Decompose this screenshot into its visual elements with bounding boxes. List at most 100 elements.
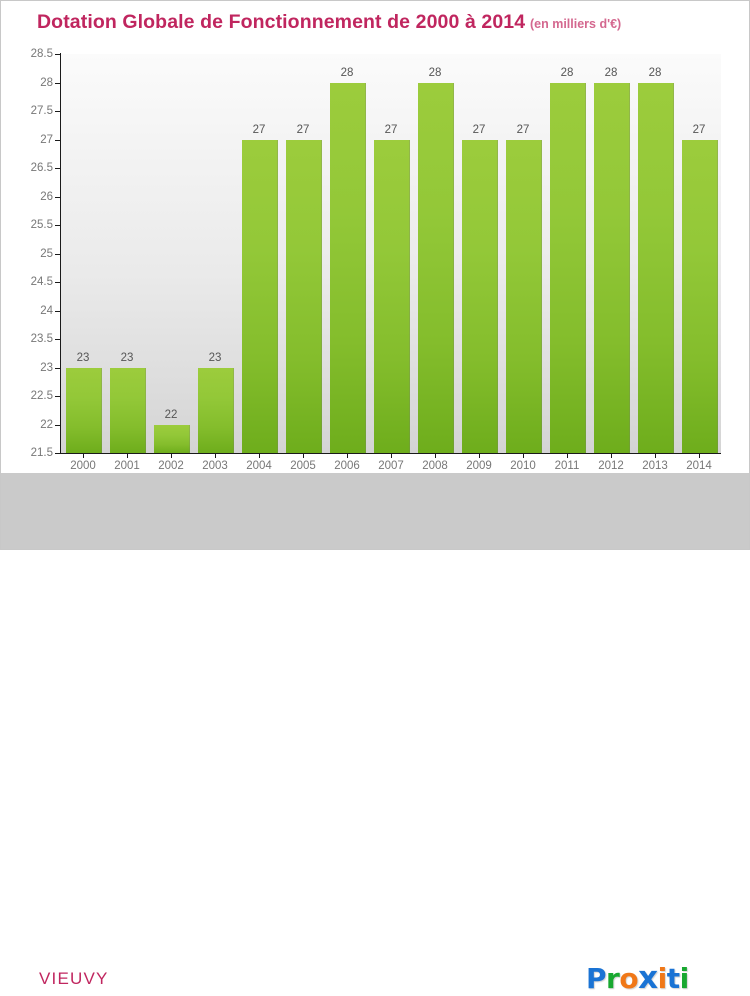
bar-2012[interactable] xyxy=(593,82,630,453)
bar-value-label-2000: 23 xyxy=(76,351,90,364)
x-axis-tick xyxy=(479,453,480,458)
x-axis-tick xyxy=(435,453,436,458)
x-axis-label-2008: 2008 xyxy=(422,460,448,472)
y-axis-tick-label: 26 xyxy=(40,190,53,203)
x-axis-label-2004: 2004 xyxy=(246,460,272,472)
logo-letter-x: x xyxy=(638,960,658,996)
logo-letter-o: o xyxy=(619,962,639,995)
x-axis-tick xyxy=(655,453,656,458)
y-axis-labels: 28.5 28 27.5 27 26.5 26 25.5 25 24.5 24 23.5 23 22.5… xyxy=(1,1,53,551)
bar-value-label-2011: 28 xyxy=(560,66,574,79)
bar-2010[interactable] xyxy=(505,139,542,453)
x-axis-tick xyxy=(347,453,348,458)
chart-header: Dotation Globale de Fonctionnement de 20… xyxy=(1,1,749,41)
y-axis-tick-label: 28.5 xyxy=(30,48,53,60)
page-title: Dotation Globale de Fonctionnement de 20… xyxy=(37,11,526,33)
y-axis-tick-label: 22 xyxy=(40,418,53,431)
y-axis-tick xyxy=(55,225,61,226)
y-axis-tick xyxy=(55,453,61,454)
x-axis-label-2001: 2001 xyxy=(114,460,140,472)
y-axis-tick-label: 25.5 xyxy=(30,219,53,231)
x-axis-label-2005: 2005 xyxy=(290,460,316,472)
y-axis-tick xyxy=(55,111,61,112)
y-axis-tick-label: 23 xyxy=(40,361,53,374)
y-axis-tick xyxy=(55,424,61,426)
y-axis-tick xyxy=(55,82,61,84)
bar-value-label-2010: 27 xyxy=(516,123,530,136)
y-axis-tick xyxy=(55,54,61,55)
bar-value-label-2003: 23 xyxy=(208,351,222,364)
logo-letter-i1: i xyxy=(657,962,668,995)
y-axis-tick xyxy=(55,139,61,141)
y-axis-tick-label: 28 xyxy=(40,76,53,89)
x-axis-tick xyxy=(83,453,84,458)
y-axis-tick-label: 24 xyxy=(40,304,53,317)
x-axis-tick xyxy=(699,453,700,458)
x-axis-label-2012: 2012 xyxy=(598,460,624,472)
x-axis-tick xyxy=(127,453,128,458)
x-axis-line xyxy=(60,453,721,454)
bar-value-label-2012: 28 xyxy=(604,66,618,79)
x-axis-tick xyxy=(391,453,392,458)
bar-2011[interactable] xyxy=(549,82,586,453)
y-axis-tick xyxy=(55,168,61,169)
chart-footer: VIEUVY Proxiti xyxy=(1,473,749,996)
x-axis-label-2003: 2003 xyxy=(202,460,228,472)
bar-2005[interactable] xyxy=(285,139,322,453)
y-axis-tick xyxy=(55,396,61,397)
x-axis-tick xyxy=(523,453,524,458)
y-axis-tick xyxy=(55,367,61,369)
y-axis-tick xyxy=(55,253,61,255)
y-axis-tick xyxy=(55,196,61,198)
logo-letter-t: t xyxy=(666,962,680,995)
x-axis-tick xyxy=(215,453,216,458)
x-axis-label-2000: 2000 xyxy=(70,460,96,472)
x-axis-label-2014: 2014 xyxy=(686,460,712,472)
bar-2002[interactable] xyxy=(153,424,190,453)
y-axis-tick-label: 27.5 xyxy=(30,105,53,117)
y-axis-tick-label: 21.5 xyxy=(30,447,53,459)
x-axis-tick xyxy=(303,453,304,458)
entity-name-label: VIEUVY xyxy=(39,969,109,988)
bar-2007[interactable] xyxy=(373,139,410,453)
y-axis-tick-label: 27 xyxy=(40,133,53,146)
bar-2008[interactable] xyxy=(417,82,454,453)
bar-2001[interactable] xyxy=(109,367,146,453)
y-axis-tick xyxy=(55,339,61,340)
x-axis-label-2013: 2013 xyxy=(642,460,668,472)
proxiti-logo[interactable]: Proxiti xyxy=(586,960,689,996)
x-axis-tick xyxy=(611,453,612,458)
y-axis-tick-label: 24.5 xyxy=(30,276,53,288)
x-axis-tick xyxy=(259,453,260,458)
bar-value-label-2005: 27 xyxy=(296,123,310,136)
bar-value-label-2004: 27 xyxy=(252,123,266,136)
x-axis-tick xyxy=(171,453,172,458)
x-axis-label-2010: 2010 xyxy=(510,460,536,472)
bar-value-label-2009: 27 xyxy=(472,123,486,136)
x-axis-label-2002: 2002 xyxy=(158,460,184,472)
bar-2004[interactable] xyxy=(241,139,278,453)
logo-letter-r: r xyxy=(606,962,620,995)
bar-2009[interactable] xyxy=(461,139,498,453)
bar-2014[interactable] xyxy=(681,139,718,453)
bar-value-label-2001: 23 xyxy=(120,351,134,364)
y-axis-tick-label: 22.5 xyxy=(30,390,53,402)
bar-value-label-2006: 28 xyxy=(340,66,354,79)
bar-value-label-2014: 27 xyxy=(692,123,706,136)
bar-2003[interactable] xyxy=(197,367,234,453)
y-axis-tick xyxy=(55,310,61,312)
chart-subtitle: (en milliers d'€) xyxy=(530,17,622,31)
y-axis-tick-label: 26.5 xyxy=(30,162,53,174)
logo-letter-p: P xyxy=(586,962,607,995)
x-axis-label-2006: 2006 xyxy=(334,460,360,472)
x-axis-label-2009: 2009 xyxy=(466,460,492,472)
bar-2000[interactable] xyxy=(65,367,102,453)
bar-2013[interactable] xyxy=(637,82,674,453)
logo-letter-i2: i xyxy=(679,962,690,995)
y-axis-tick-label: 23.5 xyxy=(30,333,53,345)
x-axis-tick xyxy=(567,453,568,458)
bar-value-label-2007: 27 xyxy=(384,123,398,136)
bar-2006[interactable] xyxy=(329,82,366,453)
x-axis-label-2007: 2007 xyxy=(378,460,404,472)
